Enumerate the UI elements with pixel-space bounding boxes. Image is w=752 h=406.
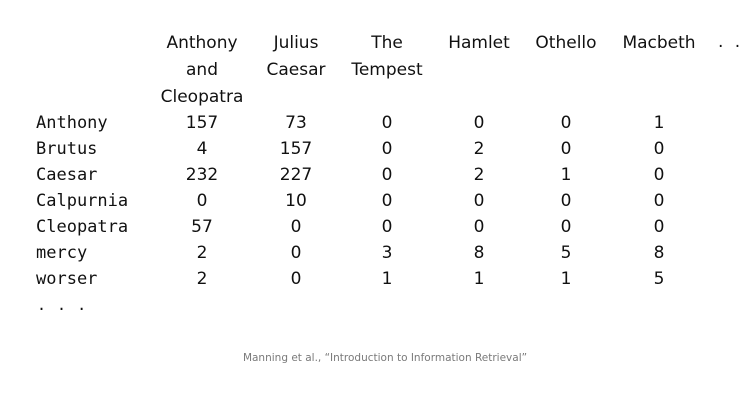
- term-document-matrix: . . . . . . Anthony and Cleopatra Julius …: [36, 32, 752, 314]
- matrix-cell: 0: [473, 191, 485, 211]
- matrix-cell: 0: [381, 113, 393, 133]
- matrix-cell: 10: [285, 191, 307, 211]
- matrix-cell: 227: [279, 165, 313, 185]
- matrix-cell: 4: [196, 139, 208, 159]
- matrix-cell: 1: [560, 269, 572, 289]
- matrix-cell: 73: [285, 113, 307, 133]
- row-term: Caesar: [36, 165, 98, 185]
- matrix-cell: 0: [473, 217, 485, 237]
- matrix-cell: 1: [473, 269, 485, 289]
- matrix-cell: 1: [381, 269, 393, 289]
- matrix-cell: 1: [560, 165, 572, 185]
- matrix-cell: 8: [653, 243, 665, 263]
- row-term: mercy: [36, 243, 88, 263]
- row-term: Cleopatra: [36, 217, 129, 237]
- matrix-cell: 0: [560, 139, 572, 159]
- matrix-cell: 57: [191, 217, 213, 237]
- matrix-cell: 3: [381, 243, 393, 263]
- row-term: Brutus: [36, 139, 98, 159]
- matrix-cell: 0: [560, 113, 572, 133]
- matrix-cell: 8: [473, 243, 485, 263]
- row-ellipsis: . . .: [37, 296, 88, 314]
- matrix-cell: 232: [185, 165, 219, 185]
- matrix-cell: 0: [560, 217, 572, 237]
- matrix-cell: 157: [185, 113, 219, 133]
- matrix-cell: 0: [290, 269, 302, 289]
- matrix-cell: 0: [473, 113, 485, 133]
- matrix-cell: 2: [196, 269, 208, 289]
- column-header: Julius Caesar: [266, 33, 326, 80]
- matrix-cell: 2: [196, 243, 208, 263]
- matrix-cell: 0: [381, 139, 393, 159]
- column-header: Hamlet: [448, 33, 510, 53]
- matrix-cell: 0: [290, 217, 302, 237]
- matrix-cell: 0: [653, 139, 665, 159]
- matrix-cell: 5: [653, 269, 665, 289]
- matrix-cell: 2: [473, 139, 485, 159]
- matrix-cell: 0: [381, 217, 393, 237]
- column-header: The Tempest: [351, 33, 423, 80]
- matrix-cell: 5: [560, 243, 572, 263]
- matrix-cell: 0: [290, 243, 302, 263]
- matrix-cell: 2: [473, 165, 485, 185]
- matrix-cell: 0: [381, 165, 393, 185]
- row-term: Anthony: [36, 113, 108, 133]
- matrix-cell: 157: [279, 139, 313, 159]
- matrix-cell: 0: [196, 191, 208, 211]
- column-header: Macbeth: [622, 33, 696, 53]
- column-ellipsis: . . .: [718, 32, 752, 52]
- matrix-cell: 0: [560, 191, 572, 211]
- matrix-cell: 0: [381, 191, 393, 211]
- matrix-cell: 0: [653, 217, 665, 237]
- row-term: Calpurnia: [36, 191, 129, 211]
- matrix-cell: 0: [653, 165, 665, 185]
- row-term: worser: [36, 269, 98, 289]
- matrix-cell: 1: [653, 113, 665, 133]
- column-header: Othello: [535, 33, 597, 53]
- matrix-cell: 0: [653, 191, 665, 211]
- citation-footer: Manning et al., “Introduction to Informa…: [242, 352, 528, 364]
- column-header: Anthony and Cleopatra: [160, 33, 244, 107]
